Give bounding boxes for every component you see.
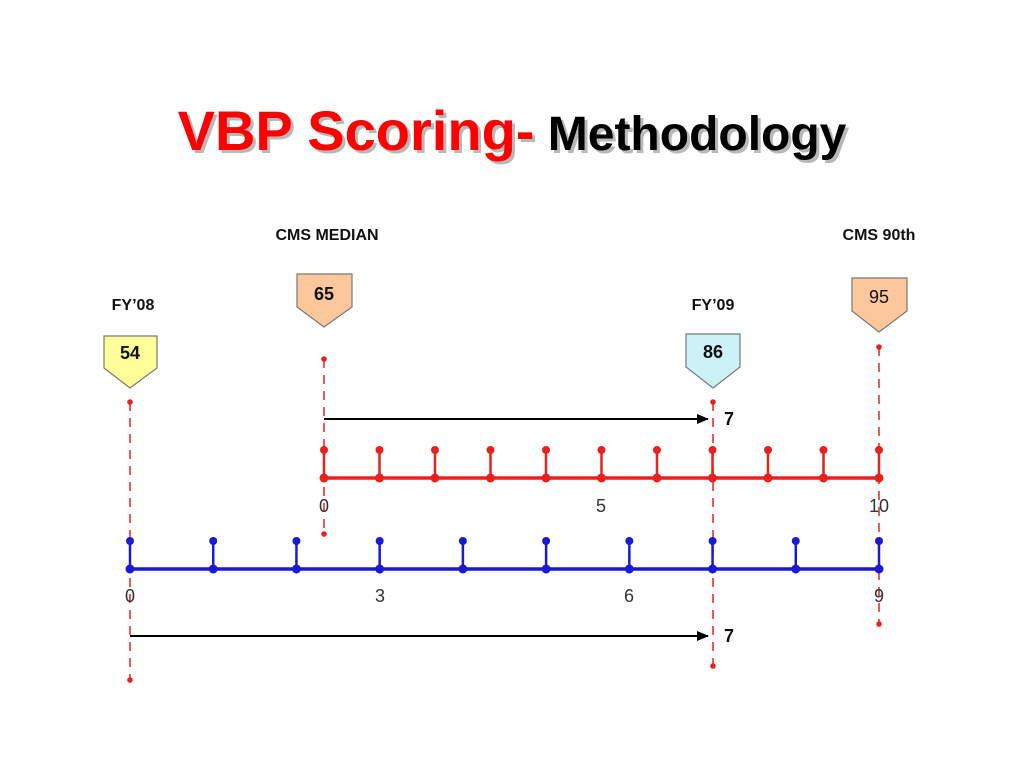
blue-scale-tick-base-0	[125, 564, 135, 574]
blue-scale-tick-base-7	[708, 564, 718, 574]
red-scale-tick-base-9	[819, 473, 828, 483]
blue-scale-label-9: 9	[874, 586, 884, 606]
red-scale-tick-top-1	[375, 446, 384, 454]
blue-scale-tick-top-8	[791, 537, 800, 545]
blue-scale-tick-top-3	[375, 537, 384, 545]
blue-scale-tick-top-0	[126, 537, 134, 545]
blue-scale-tick-base-9	[874, 564, 884, 574]
blue-scale-tick-base-1	[208, 564, 218, 574]
cms-90th-marker-shape	[851, 277, 908, 333]
red-scale-tick-base-7	[708, 473, 717, 483]
blue-scale-tick-top-9	[875, 537, 883, 545]
red-scale-tick-base-5	[597, 473, 606, 483]
fy09-value: 86	[703, 342, 723, 362]
red-scale-tick-base-4	[541, 473, 551, 483]
title-black-part: Methodology	[534, 108, 847, 161]
fy08-value: 54	[120, 343, 140, 363]
cms-90th-marker: 95	[851, 277, 908, 333]
blue-scale	[125, 537, 884, 574]
fy09-label: FY’09	[692, 297, 735, 314]
red-scale-tick-top-2	[431, 446, 439, 454]
blue-scale-tick-base-8	[791, 564, 801, 574]
blue-scale-tick-top-4	[458, 537, 467, 545]
red-scale-tick-base-2	[430, 473, 440, 483]
red-scale-tick-base-0	[319, 473, 329, 483]
arrow-blue-label: 7	[724, 626, 734, 646]
cms-median-marker: 65	[296, 273, 353, 328]
fy08-label: FY’08	[112, 297, 155, 314]
red-scale-tick-top-4	[542, 446, 550, 454]
blue-scale-tick-base-4	[458, 564, 468, 574]
red-scale-tick-base-10	[874, 473, 884, 483]
red-scale-labels: 0 5 10	[319, 496, 889, 516]
blue-scale-tick-top-2	[292, 537, 301, 545]
red-scale-tick-base-1	[375, 473, 384, 483]
blue-scale-tick-base-2	[291, 564, 301, 574]
blue-scale-tick-base-6	[624, 564, 634, 574]
red-scale-tick-top-5	[597, 446, 606, 454]
blue-scale-label-6: 6	[624, 586, 634, 606]
blue-scale-tick-base-3	[375, 564, 385, 574]
red-scale-tick-top-6	[653, 446, 661, 454]
cms-median-value: 65	[314, 284, 334, 304]
blue-scale-label-0: 0	[125, 586, 135, 606]
fy08-guide-dot-bottom	[127, 677, 133, 683]
red-scale-tick-top-9	[819, 446, 828, 454]
red-scale-tick-top-3	[486, 446, 495, 454]
cms-90th-label: CMS 90th	[843, 227, 916, 244]
fy09-marker-shape	[685, 333, 741, 389]
cms-90th-value: 95	[869, 287, 889, 307]
fy08-marker: 54	[103, 335, 158, 389]
title-red-part: VBP Scoring-	[177, 99, 535, 162]
blue-scale-tick-top-6	[625, 537, 634, 545]
cms-90th-guide-dot-top	[876, 344, 882, 350]
cms-median-marker-shape	[296, 273, 353, 328]
red-scale-label-10: 10	[869, 496, 889, 516]
cms-median-guide-dot-bottom	[321, 531, 327, 537]
fy08-marker-shape	[103, 335, 158, 389]
arrow-blue-scale: 7	[130, 626, 734, 646]
blue-scale-tick-base-5	[541, 564, 551, 574]
arrow-red-label: 7	[724, 409, 734, 429]
red-scale-tick-base-3	[486, 473, 495, 483]
cms-90th-guide-dot-bottom	[876, 621, 882, 627]
red-scale-tick-base-8	[763, 473, 773, 483]
arrow-red-scale: 7	[324, 409, 734, 429]
red-scale-tick-base-6	[652, 473, 662, 483]
blue-scale-tick-top-7	[708, 537, 717, 545]
blue-scale-tick-top-1	[209, 537, 218, 545]
blue-scale-labels: 0 3 6 9	[125, 586, 884, 606]
fy09-guide-dot-top	[710, 399, 716, 405]
cms-median-label: CMS MEDIAN	[275, 227, 378, 244]
red-scale	[319, 446, 884, 483]
page-title: VBP Scoring- Methodology	[0, 98, 1024, 163]
blue-scale-label-3: 3	[375, 586, 385, 606]
fy09-marker: 86	[685, 333, 741, 389]
blue-scale-tick-top-5	[542, 537, 551, 545]
red-scale-tick-top-7	[708, 446, 717, 454]
guide-lines	[127, 344, 882, 683]
red-scale-label-5: 5	[596, 496, 606, 516]
red-scale-label-0: 0	[319, 496, 329, 516]
fy08-guide-dot-top	[127, 399, 133, 405]
cms-median-guide-dot-top	[321, 356, 327, 362]
red-scale-tick-top-10	[875, 446, 883, 454]
fy09-guide-dot-bottom	[710, 663, 716, 669]
red-scale-tick-top-0	[320, 446, 328, 454]
red-scale-tick-top-8	[764, 446, 772, 454]
